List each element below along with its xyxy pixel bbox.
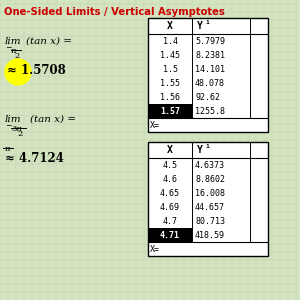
Text: 2: 2 [14, 52, 19, 60]
Text: lim: lim [5, 37, 22, 46]
Text: π: π [11, 47, 16, 55]
Text: 80.713: 80.713 [195, 217, 225, 226]
Text: 14.101: 14.101 [195, 64, 225, 74]
Text: 4.71: 4.71 [160, 230, 180, 239]
Text: 1255.8: 1255.8 [195, 106, 225, 116]
Text: 4.69: 4.69 [160, 202, 180, 211]
Text: 1.55: 1.55 [160, 79, 180, 88]
Text: 1.45: 1.45 [160, 50, 180, 59]
FancyBboxPatch shape [148, 142, 268, 256]
Text: 4.6373: 4.6373 [195, 160, 225, 169]
Text: X: X [167, 145, 173, 155]
Text: 418.59: 418.59 [195, 230, 225, 239]
Text: ≈ 4.7124: ≈ 4.7124 [5, 152, 64, 165]
Text: (tan x) =: (tan x) = [30, 115, 76, 124]
Text: 1: 1 [205, 20, 209, 26]
FancyBboxPatch shape [148, 18, 268, 132]
Text: Y: Y [197, 21, 203, 31]
Text: Y: Y [197, 145, 203, 155]
Text: X=: X= [150, 121, 160, 130]
Text: 4.65: 4.65 [160, 188, 180, 197]
Text: 1.4: 1.4 [163, 37, 178, 46]
Text: 4.7: 4.7 [163, 217, 178, 226]
Text: One-Sided Limits / Vertical Asymptotes: One-Sided Limits / Vertical Asymptotes [4, 7, 225, 17]
Text: ≈ 1.5708: ≈ 1.5708 [7, 64, 66, 77]
Text: X: X [167, 21, 173, 31]
Text: 92.62: 92.62 [195, 92, 220, 101]
Text: 4.5: 4.5 [163, 160, 178, 169]
Text: 8.2381: 8.2381 [195, 50, 225, 59]
Text: π: π [5, 145, 10, 153]
Text: 1.57: 1.57 [160, 106, 180, 116]
Text: −: − [5, 44, 11, 52]
Text: 5.7979: 5.7979 [195, 37, 225, 46]
Text: 4.6: 4.6 [163, 175, 178, 184]
Text: 48.078: 48.078 [195, 79, 225, 88]
Text: 1.5: 1.5 [163, 64, 178, 74]
Text: 1: 1 [205, 145, 209, 149]
Text: 16.008: 16.008 [195, 188, 225, 197]
FancyBboxPatch shape [148, 104, 192, 118]
Text: X=: X= [150, 244, 160, 253]
Text: 1.56: 1.56 [160, 92, 180, 101]
Text: 8.8602: 8.8602 [195, 175, 225, 184]
Circle shape [5, 59, 31, 85]
Text: lim: lim [5, 115, 22, 124]
Text: −: − [5, 122, 11, 130]
Text: 3π: 3π [11, 125, 22, 133]
Text: 2: 2 [17, 130, 22, 138]
FancyBboxPatch shape [148, 228, 192, 242]
Text: 44.657: 44.657 [195, 202, 225, 211]
Text: (tan x) =: (tan x) = [26, 37, 72, 46]
